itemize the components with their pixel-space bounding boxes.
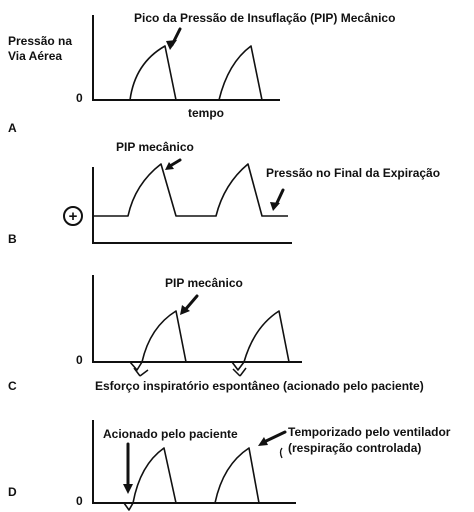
pip-arrowhead (166, 40, 177, 50)
pressure-waveform (93, 45, 280, 101)
y-axis-label-line1: Pressão na (8, 34, 72, 48)
y-axis-label-line2: Via Aérea (8, 49, 62, 63)
pip-arrowhead (165, 162, 174, 170)
pip-annotation: Pico da Pressão de Insuflação (PIP) Mecâ… (134, 11, 395, 25)
pressure-waveform (93, 310, 302, 371)
panel-letter-b: B (8, 232, 17, 246)
peep-arrow (274, 188, 285, 207)
effort-pointer-right-icon (232, 367, 247, 377)
patient-trigger-annotation: Acionado pelo paciente (103, 427, 238, 441)
panel-letter-d: D (8, 485, 17, 499)
peep-arrowhead (270, 202, 280, 211)
pip-arrow (168, 158, 182, 168)
panel-d: 0 Acionado pelo paciente Temporizado pel… (8, 420, 451, 511)
patient-trigger-arrowhead (123, 484, 133, 494)
timed-annotation-line2: (respiração controlada) (288, 441, 421, 455)
plus-circle-icon (63, 206, 83, 226)
peep-annotation: Pressão no Final da Expiração (266, 166, 440, 180)
axes (92, 167, 292, 244)
pip-annotation: PIP mecânico (165, 276, 243, 290)
effort-annotation: Esforço inspiratório espontâneo (acionad… (95, 379, 424, 393)
zero-label: 0 (76, 91, 83, 105)
panel-a: Pressão na Via Aérea 0 Pico da Pressão d… (8, 11, 395, 135)
timed-arrowhead (258, 437, 268, 446)
panel-c: 0 PIP mecânico Esforço inspiratório espo… (8, 275, 424, 393)
zero-label: 0 (76, 353, 83, 367)
pip-annotation: PIP mecânico (116, 140, 194, 154)
pressure-waveform (93, 447, 296, 511)
pip-arrowhead (180, 305, 190, 315)
panel-letter-a: A (8, 121, 17, 135)
plus-sign: + (69, 208, 78, 225)
panel-b: + PIP mecânico Pressão no Final da Expir… (8, 140, 440, 246)
pressure-waveform (93, 163, 288, 217)
tick-mark-icon (279, 447, 283, 459)
axes (92, 15, 280, 101)
timed-annotation-line1: Temporizado pelo ventilador (288, 425, 451, 439)
effort-pointer-left-icon (133, 367, 149, 377)
x-axis-label: tempo (188, 106, 224, 120)
panel-letter-c: C (8, 379, 17, 393)
timed-arrow (262, 430, 287, 444)
pip-arrow (183, 294, 199, 312)
zero-label: 0 (76, 494, 83, 508)
